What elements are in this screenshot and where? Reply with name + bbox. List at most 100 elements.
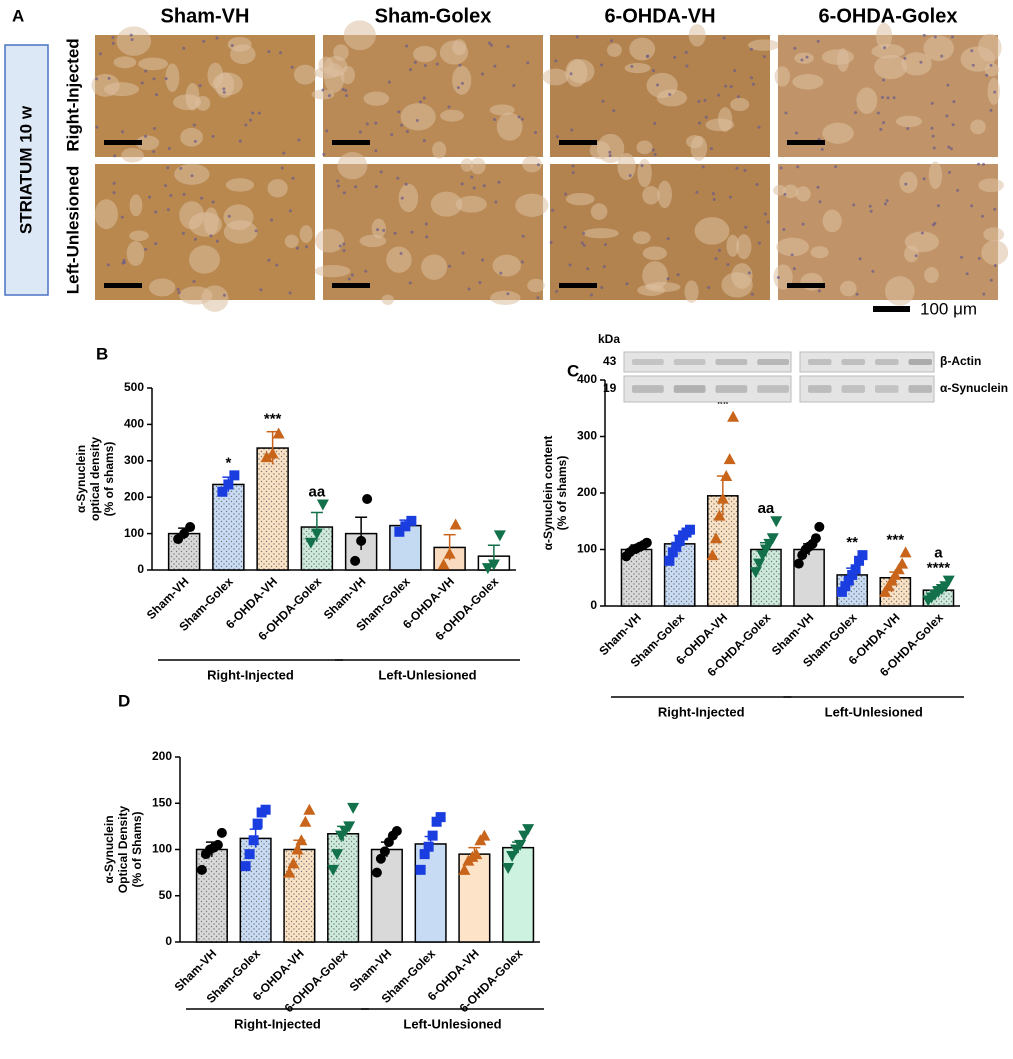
data-point [814, 521, 825, 532]
fiber-bundle [381, 294, 394, 306]
nucleus [744, 225, 748, 229]
fiber-bundle [165, 63, 180, 92]
nucleus [122, 258, 126, 262]
nucleus [148, 195, 152, 199]
nucleus [358, 130, 362, 134]
fiber-bundle [439, 40, 469, 65]
nucleus [337, 184, 341, 188]
nucleus [130, 38, 134, 42]
blot-band [841, 359, 865, 365]
row-label: Left-Unlesioned [63, 166, 82, 294]
fiber-bundle [333, 44, 349, 61]
nucleus [111, 41, 115, 45]
nucleus [951, 123, 955, 127]
blot-weight: 19 [603, 381, 617, 395]
fiber-bundle [688, 24, 706, 47]
data-point [836, 586, 847, 597]
nucleus [405, 129, 409, 133]
fiber-bundle [583, 228, 619, 239]
nucleus [458, 63, 462, 67]
nucleus [193, 139, 197, 143]
data-point [196, 864, 207, 875]
nucleus [374, 121, 378, 125]
nucleus [202, 39, 206, 43]
nucleus [387, 80, 391, 84]
nucleus [977, 162, 981, 166]
nucleus [792, 267, 796, 271]
y-tick-label: 200 [124, 489, 144, 503]
nucleus [345, 94, 349, 98]
nucleus [512, 84, 516, 88]
nucleus [480, 72, 484, 76]
fiber-bundle [94, 199, 118, 230]
nucleus [612, 109, 616, 113]
scale-bar [104, 283, 142, 288]
fiber-bundle [983, 227, 1005, 242]
fiber-bundle [690, 135, 708, 161]
nucleus [321, 88, 325, 92]
blot-band [908, 359, 932, 365]
blot-band [841, 385, 865, 393]
nucleus [816, 185, 820, 189]
nucleus [526, 61, 530, 65]
nucleus [322, 152, 326, 156]
data-point [327, 864, 340, 876]
nucleus [222, 87, 226, 91]
blot-weight: 43 [603, 354, 617, 368]
significance-label: ** [846, 534, 858, 551]
nucleus [164, 77, 168, 81]
fiber-bundle [189, 245, 220, 274]
fiber-bundle [460, 158, 474, 172]
data-point [470, 848, 483, 860]
region-box [4, 44, 49, 296]
data-point [770, 516, 783, 528]
nucleus [364, 269, 368, 273]
nucleus [536, 296, 540, 300]
nucleus [834, 165, 838, 169]
nucleus [684, 50, 688, 54]
nucleus [152, 127, 156, 131]
nucleus [342, 249, 346, 253]
nucleus [762, 55, 766, 59]
nucleus [653, 152, 657, 156]
fiber-bundle [901, 52, 932, 76]
nucleus [630, 64, 634, 68]
nucleus [653, 121, 657, 125]
column-header: 6-OHDA-Golex [819, 5, 958, 27]
bar [750, 548, 782, 607]
nucleus [555, 135, 559, 139]
data-point [437, 558, 450, 570]
data-point [316, 499, 329, 511]
data-point [749, 567, 762, 579]
fiber-bundle [856, 87, 878, 114]
nucleus [456, 86, 460, 90]
panel-label: A [12, 6, 24, 25]
nucleus [182, 46, 186, 50]
fiber-bundle [129, 194, 143, 217]
nucleus [448, 264, 452, 268]
fiber-bundle [629, 37, 656, 61]
data-point [331, 849, 344, 861]
y-tick-label: 150 [152, 795, 172, 809]
y-tick-label: 200 [152, 749, 172, 763]
nucleus [800, 58, 804, 62]
fiber-bundle [822, 209, 842, 233]
fiber-bundle [721, 272, 753, 298]
scale-bar [104, 140, 142, 145]
nucleus [766, 220, 770, 224]
nucleus [750, 76, 754, 80]
nucleus [112, 191, 116, 195]
nucleus [257, 111, 261, 115]
nucleus [676, 273, 680, 277]
nucleus [882, 121, 886, 125]
nucleus [717, 248, 721, 252]
data-point [375, 853, 386, 864]
data-point [260, 451, 273, 463]
blot-band [673, 385, 706, 393]
fiber-bundle [173, 94, 202, 110]
nucleus [144, 247, 148, 251]
nucleus [549, 241, 553, 245]
fiber-bundle [129, 230, 149, 241]
nucleus [222, 90, 226, 94]
